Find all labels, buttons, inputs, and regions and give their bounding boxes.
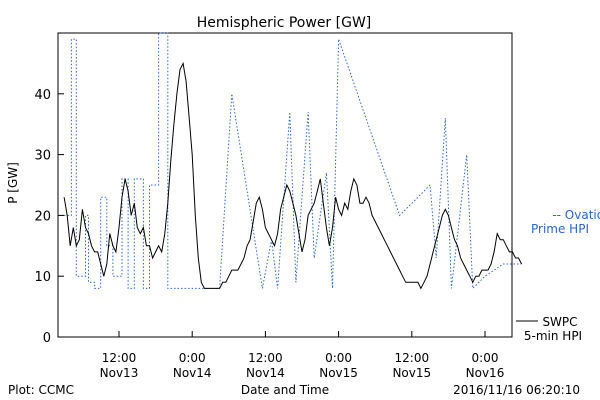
chart-title: Hemispheric Power [GW] [197,15,372,31]
x-tick-time-label: 12:00 [248,351,283,365]
x-axis-ticks: 12:00Nov130:00Nov1412:00Nov140:00Nov1512… [100,331,505,380]
x-tick-date-label: Nov15 [392,366,431,380]
x-tick-time-label: 0:00 [179,351,206,365]
x-tick-time-label: 0:00 [325,351,352,365]
x-tick-time-label: 0:00 [472,351,499,365]
legend-swpc-line1: SWPC [542,315,577,329]
plot-frame [57,32,513,338]
legend-swpc: SWPC 5-min HPI [516,315,582,343]
x-tick-date-label: Nov16 [466,366,505,380]
y-tick-label: 40 [34,88,51,103]
legend-ovation-line2: Prime HPI [531,222,589,236]
plot-timestamp: 2016/11/16 06:20:10 [453,383,580,397]
y-tick-label: 20 [34,209,51,224]
y-tick-label: 0 [43,331,51,346]
x-axis-label: Date and Time [241,383,329,397]
series-line-ovation-prime-hpi [64,32,522,290]
series-layer [63,32,523,290]
y-tick-label: 30 [34,149,51,164]
x-tick-time-label: 12:00 [395,351,430,365]
legend-swpc-line2: 5-min HPI [524,329,582,343]
series-line-swpc-5min-hpi [63,61,523,290]
x-tick-date-label: Nov15 [319,366,358,380]
x-tick-date-label: Nov14 [246,366,285,380]
y-tick-label: 10 [34,270,51,285]
x-tick-date-label: Nov14 [173,366,212,380]
x-tick-date-label: Nov13 [100,366,139,380]
y-axis-ticks: 0 10 20 30 40 [34,88,64,346]
x-tick-time-label: 12:00 [102,351,137,365]
y-axis-label: P [GW] [6,162,20,204]
plot-credit: Plot: CCMC [8,383,74,397]
legend-ovation-line1: -- Ovation [552,208,600,222]
legend-ovation: -- Ovation Prime HPI [531,208,600,236]
